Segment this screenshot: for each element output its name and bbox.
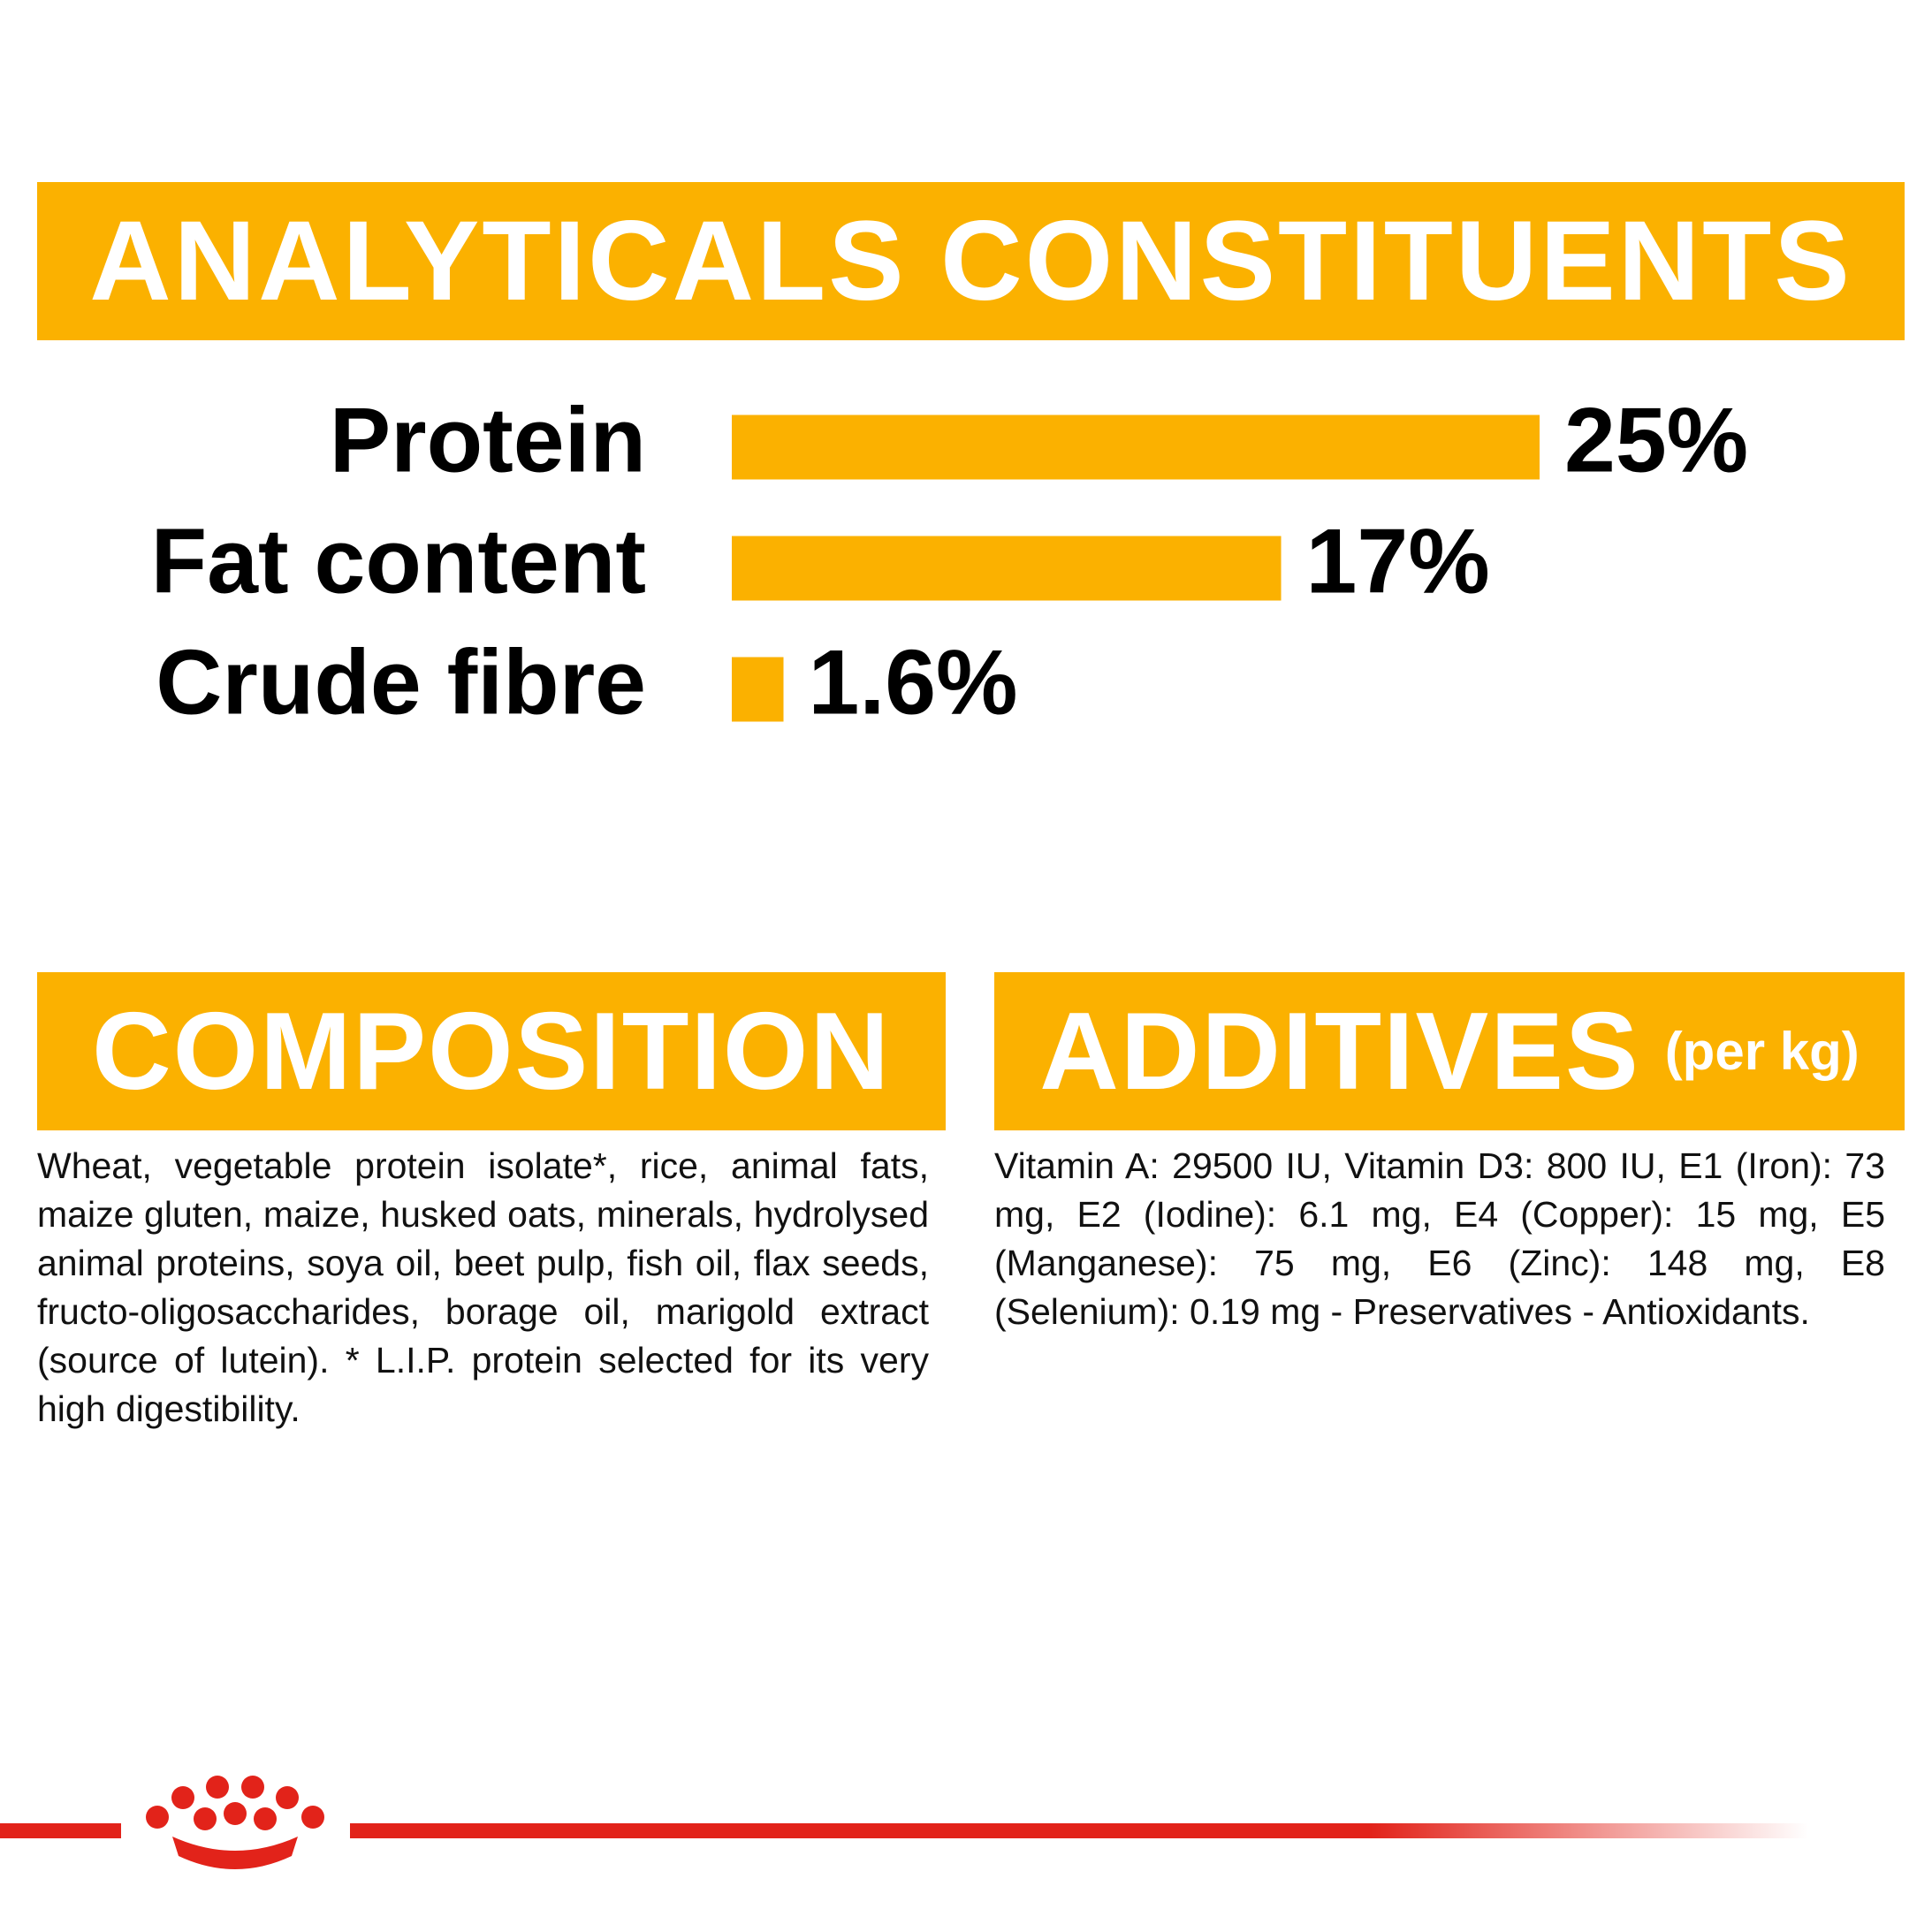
bar [732,657,784,722]
additives-text: Vitamin A: 29500 IU, Vitamin D3: 800 IU,… [994,1145,1885,1332]
additives-subtitle: (per kg) [1664,1022,1860,1081]
value-label: 1.6% [808,631,1017,734]
bar [732,415,1540,480]
additives-band: ADDITIVES (per kg) [994,972,1905,1130]
footer-line [0,1823,121,1838]
chart-title: ANALYTICALS CONSTITUENTS [89,198,1852,324]
chart-title-band: ANALYTICALS CONSTITUENTS [37,182,1905,340]
category-label: Fat content [151,510,646,612]
composition-text: Wheat, vegetable protein isolate*, rice,… [37,1145,929,1429]
composition-title: COMPOSITION [92,990,891,1113]
brand-logo [0,1776,1808,1869]
additives-title: ADDITIVES [1039,990,1640,1113]
value-label: 25% [1564,389,1748,491]
bar [732,536,1282,601]
composition-band: COMPOSITION [37,972,946,1130]
category-label: Protein [330,389,646,491]
value-label: 17% [1306,510,1490,612]
footer-line [350,1823,1808,1838]
category-label: Crude fibre [156,631,646,734]
